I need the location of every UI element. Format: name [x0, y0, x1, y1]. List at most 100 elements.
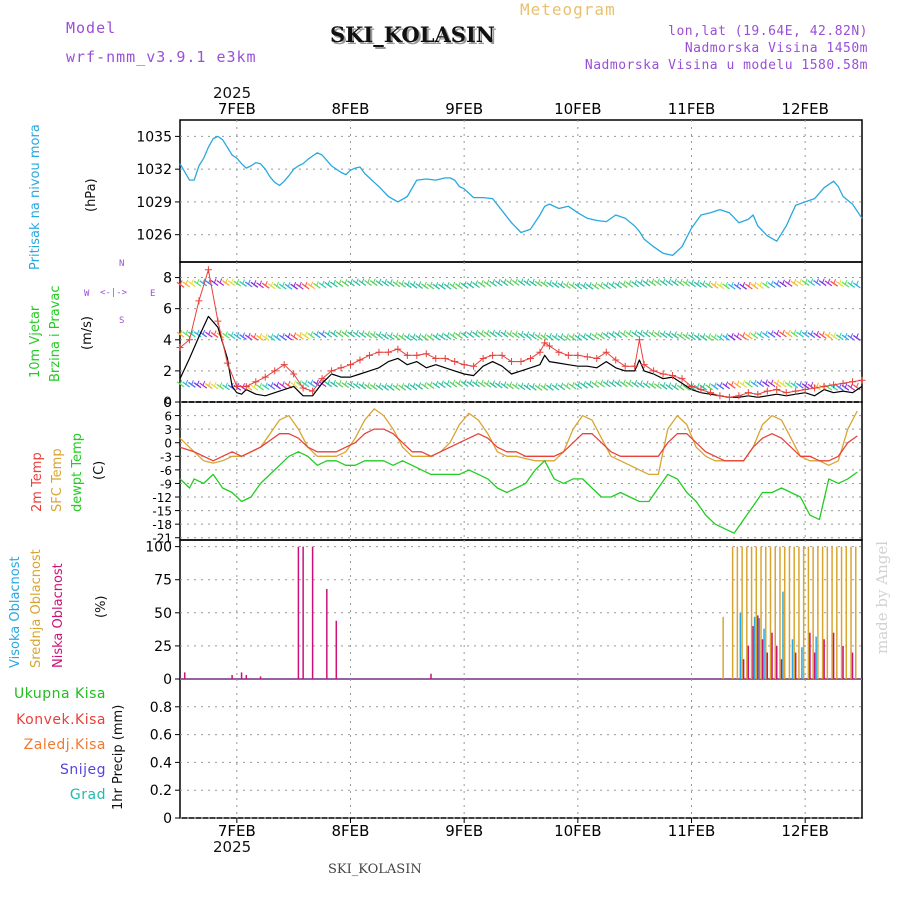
- wind-barb: [207, 381, 211, 387]
- wind-barb: [213, 381, 217, 388]
- wind-barb: [304, 331, 308, 337]
- wind-barb: [742, 380, 746, 386]
- wind-barb: [838, 279, 842, 285]
- wind-barb: [350, 380, 353, 387]
- wind-barb: [475, 379, 478, 385]
- wind-barb: [315, 330, 319, 336]
- wind-barb: [475, 280, 478, 286]
- wind-marker: [564, 351, 572, 359]
- wind-barb: [514, 382, 518, 388]
- wind-barb: [281, 381, 285, 387]
- wind-barb: [469, 379, 473, 385]
- wind-barb: [668, 278, 672, 284]
- wind-marker: [517, 358, 525, 366]
- wind-marker: [583, 353, 591, 361]
- wind-barb: [242, 332, 245, 338]
- wind-barb: [486, 329, 490, 336]
- wind-barb: [327, 329, 331, 336]
- wind-barb: [725, 381, 729, 387]
- wind-marker: [384, 348, 392, 356]
- wind-barb: [389, 279, 393, 285]
- wind-barb: [259, 333, 263, 339]
- wind-barb: [418, 333, 422, 339]
- wind-barb: [810, 330, 814, 336]
- wind-barb: [185, 379, 189, 386]
- wind-barb: [492, 329, 496, 335]
- wind-barb: [264, 280, 268, 287]
- wind-barb: [270, 333, 274, 339]
- wind-barb: [628, 329, 632, 336]
- wind-barb: [526, 382, 530, 389]
- footer-station: SKI_KOLASIN: [328, 862, 422, 877]
- wind-barb: [753, 281, 757, 287]
- wind-barb: [332, 279, 336, 286]
- wind-barb: [384, 331, 388, 338]
- wind-barb: [554, 280, 558, 286]
- wind-barb: [287, 281, 291, 288]
- wind-barb: [355, 278, 359, 284]
- y-tick-label: 25: [154, 639, 172, 655]
- y-tick-label: 0.2: [150, 783, 172, 799]
- wind-barb: [793, 278, 797, 285]
- wind-marker: [176, 344, 184, 352]
- wind-barb: [253, 280, 257, 286]
- wind-barb: [696, 332, 700, 339]
- wind-barb: [435, 332, 439, 339]
- wind-barb: [804, 330, 808, 336]
- y-tick-label: -9: [160, 477, 172, 491]
- y-tick-label: 50: [154, 606, 172, 622]
- wind-marker: [290, 370, 298, 378]
- wind-barb: [395, 383, 399, 389]
- wind-barb: [816, 278, 819, 284]
- wind-barb: [747, 379, 751, 386]
- wind-barb: [770, 330, 774, 336]
- wind-barb: [509, 381, 513, 388]
- wind-marker: [782, 389, 790, 397]
- wind-barb: [367, 278, 371, 284]
- wind-marker: [602, 348, 610, 356]
- wind-speed-line: [179, 315, 863, 398]
- wind-barb: [838, 332, 842, 338]
- wind-barb: [850, 333, 854, 339]
- wind-barb: [230, 331, 234, 337]
- wind-marker: [479, 354, 487, 362]
- wind-barb: [452, 281, 456, 288]
- wind-marker: [858, 376, 866, 384]
- wind-barb: [401, 332, 405, 339]
- wind-barb: [730, 380, 734, 387]
- wind-barb: [594, 281, 598, 288]
- wind-barb: [293, 380, 297, 386]
- y-tick-label: 9: [164, 396, 172, 410]
- wind-barb: [503, 278, 507, 284]
- wind-barb: [577, 333, 581, 339]
- wind-barb: [196, 278, 200, 285]
- precip-legend-item: Grad: [69, 787, 106, 803]
- wind-barb: [617, 379, 621, 385]
- wind-barb: [656, 330, 660, 336]
- wind-marker: [498, 351, 506, 359]
- wind-barb: [298, 281, 302, 288]
- wind-barb: [639, 380, 643, 386]
- wind-barb: [429, 381, 433, 387]
- wind-barb: [190, 380, 194, 386]
- wind-barb: [543, 332, 547, 338]
- wind-barb: [787, 279, 791, 285]
- wind-barb: [463, 281, 467, 287]
- wind-barb: [367, 382, 371, 388]
- panel-frame-4: [179, 678, 863, 819]
- wind-marker: [328, 367, 336, 375]
- wind-barb: [776, 329, 780, 336]
- model-altitude: Nadmorska Visina u modelu 1580.58m: [584, 58, 868, 73]
- wind-barb: [531, 331, 535, 338]
- wind-barb: [253, 333, 257, 339]
- wind-barb: [225, 382, 228, 388]
- wind-barb: [742, 281, 746, 288]
- x-tick-label-top: 11FEB: [668, 100, 715, 118]
- y-tick-label: -6: [160, 464, 172, 478]
- wind-barb: [781, 279, 785, 285]
- wind-barb: [338, 329, 342, 336]
- wind-marker: [223, 359, 231, 367]
- wind-barb: [651, 278, 655, 284]
- wind-marker: [526, 354, 534, 362]
- wind-barb: [810, 278, 814, 284]
